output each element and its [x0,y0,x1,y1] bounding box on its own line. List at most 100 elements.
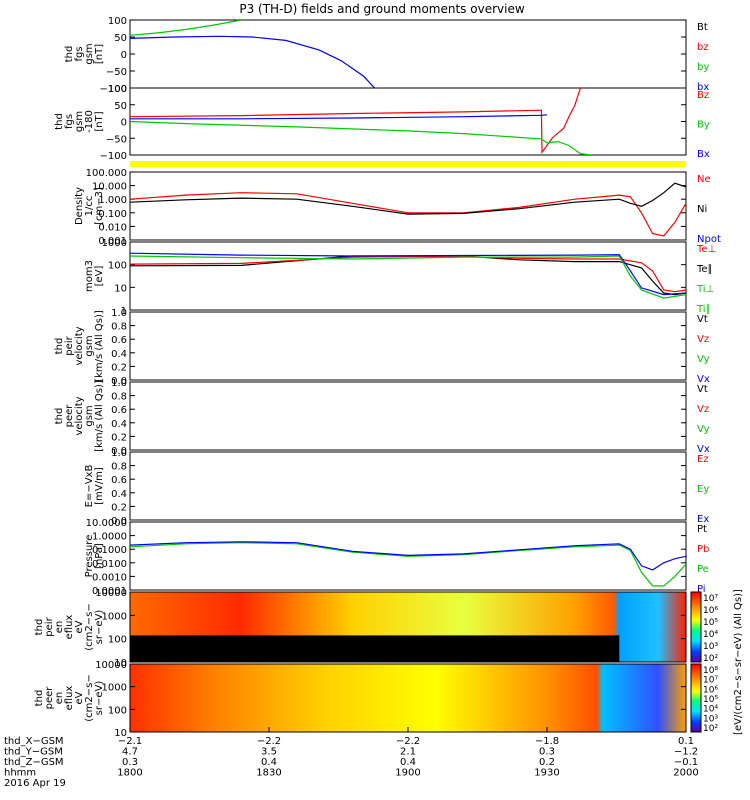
series-By [130,120,592,155]
series-Pi [130,541,686,571]
y-tick-label: 0.6 [111,335,127,346]
y-axis-label: [km/s (All Qs)] [94,310,105,382]
y-axis-label: [nT] [94,44,105,64]
legend-entry: bx [697,82,709,93]
x-tick-label: −2.2 [396,736,420,747]
y-axis-label: eV [74,620,85,633]
y-axis-label: en [54,692,65,705]
spectrogram-nodata [130,635,620,662]
y-axis-label: eV [74,691,85,704]
y-tick-label: 10000 [95,588,127,599]
y-tick-label: −50 [106,67,127,78]
y-tick-label: 100 [108,84,127,95]
colorbar-tick-label: 10⁴ [703,705,718,715]
legend-entry: Bt [697,22,708,33]
legend-entry: Vt [697,314,708,325]
series-by [130,20,242,36]
y-axis-label: (cm2−s− [84,603,95,650]
y-axis-label: velocity [74,326,85,365]
y-tick-label: 50 [114,33,127,44]
panel-7: 1.0 0.8 0.6 0.4 0.2 0.0 E=−VxB [mV/m] Ez Ey Ex [84,448,709,527]
series-Ne [130,192,686,237]
legend-entry: Vx [697,374,710,385]
legend-entry: Te∥ [696,264,713,275]
y-tick-label: 10.0000 [86,518,127,529]
colorbar-tick-label: 10³ [703,642,718,652]
y-tick-label: 10 [114,658,127,669]
legend-entry: Ey [697,484,709,495]
y-tick-label: 0.8 [111,322,127,333]
x-tick-label: 4.7 [122,747,138,758]
y-axis-label: E=−VxB [84,465,95,508]
legend-entry: Ti⊥ [696,284,714,295]
legend-entry: Ne [697,174,711,185]
axis-row-label: thd_Y−GSM [4,747,63,758]
x-tick-label: −2.2 [257,736,281,747]
x-tick-label: −0.1 [674,757,698,768]
legend-entry: Vz [697,404,709,415]
x-tick-label: 1830 [256,768,281,779]
y-tick-label: 1.000 [98,195,127,206]
x-tick-label: 2000 [673,768,698,779]
series-Bz [130,88,581,155]
y-axis-label: [mV/m] [94,467,105,505]
y-axis-label: [cm−3] [94,187,105,225]
y-axis-label: gsm [84,335,95,356]
x-tick-label: 0.1 [678,736,694,747]
y-tick-label: 0.1000 [92,545,127,556]
panel-frame [129,87,687,156]
y-tick-label: 100 [108,705,127,716]
legend-entry: Ti∥ [696,304,711,315]
y-axis-label: thd [34,690,45,707]
y-tick-label: 0.2 [111,502,127,513]
x-tick-label: −1.2 [674,747,698,758]
series-Ni [130,182,686,215]
panel-frame [129,451,687,521]
y-tick-label: 0.8 [111,462,127,473]
colorbar [690,663,702,733]
colorbar-tick-label: 10³ [703,714,718,724]
colorbar [690,591,702,663]
legend-entry: Pb [697,544,709,555]
axis-row-label: 2016 Apr 19 [4,778,66,789]
panel-4: 1000 100 10 1 mom3 [eV] Te⊥ Te∥ Ti⊥ Ti∥ [84,238,716,317]
y-tick-label: 1.0 [111,448,127,459]
legend-entry: Pi [697,584,706,595]
panel-6: 1.0 0.8 0.6 0.4 0.2 0.0 thd peer velocity gsm [km/… [54,378,710,457]
axis-row-label: thd_X−GSM [4,736,64,747]
panel-8: 10.0000 1.0000 0.1000 0.0100 0.0010 0.0001 Pre… [84,518,709,597]
series-Ti [130,255,686,299]
y-tick-label: 10 [114,283,127,294]
y-tick-label: 1000 [102,611,127,622]
quality-flag-bar [130,161,686,167]
y-axis-label: -180 [84,110,95,133]
colorbar-tick-label: 10⁵ [703,618,718,628]
y-axis-label: peir [64,335,75,355]
panel-frame [129,311,687,381]
y-tick-label: 1.0000 [92,532,127,543]
legend-entry: bz [697,42,709,53]
panel-frame [129,381,687,451]
y-tick-label: 10.000 [92,182,127,193]
y-tick-label: 0.0 [111,376,127,387]
y-tick-label: −100 [100,84,127,95]
colorbar-tick-label: 10⁸ [703,666,718,676]
panel-frame [129,241,687,311]
x-tick-label: 0.3 [122,757,138,768]
legend-entry: Bz [697,90,709,101]
axis-row-label: hhmm [4,768,36,779]
x-tick-label: 1900 [395,768,420,779]
y-axis-label: Pressure [84,535,95,578]
legend-entry: Ni [697,204,707,215]
y-axis-label: peir [44,616,55,636]
y-axis-label: mom3 [84,260,95,292]
y-axis-label: fgs [64,114,75,129]
series-bx [130,35,376,88]
colorbar-tick-label: 10⁷ [703,594,718,604]
y-tick-label: 0.0 [111,446,127,457]
y-tick-label: 1000 [102,683,127,694]
y-tick-label: 0 [121,50,127,61]
y-tick-label: 0.4 [111,489,127,500]
